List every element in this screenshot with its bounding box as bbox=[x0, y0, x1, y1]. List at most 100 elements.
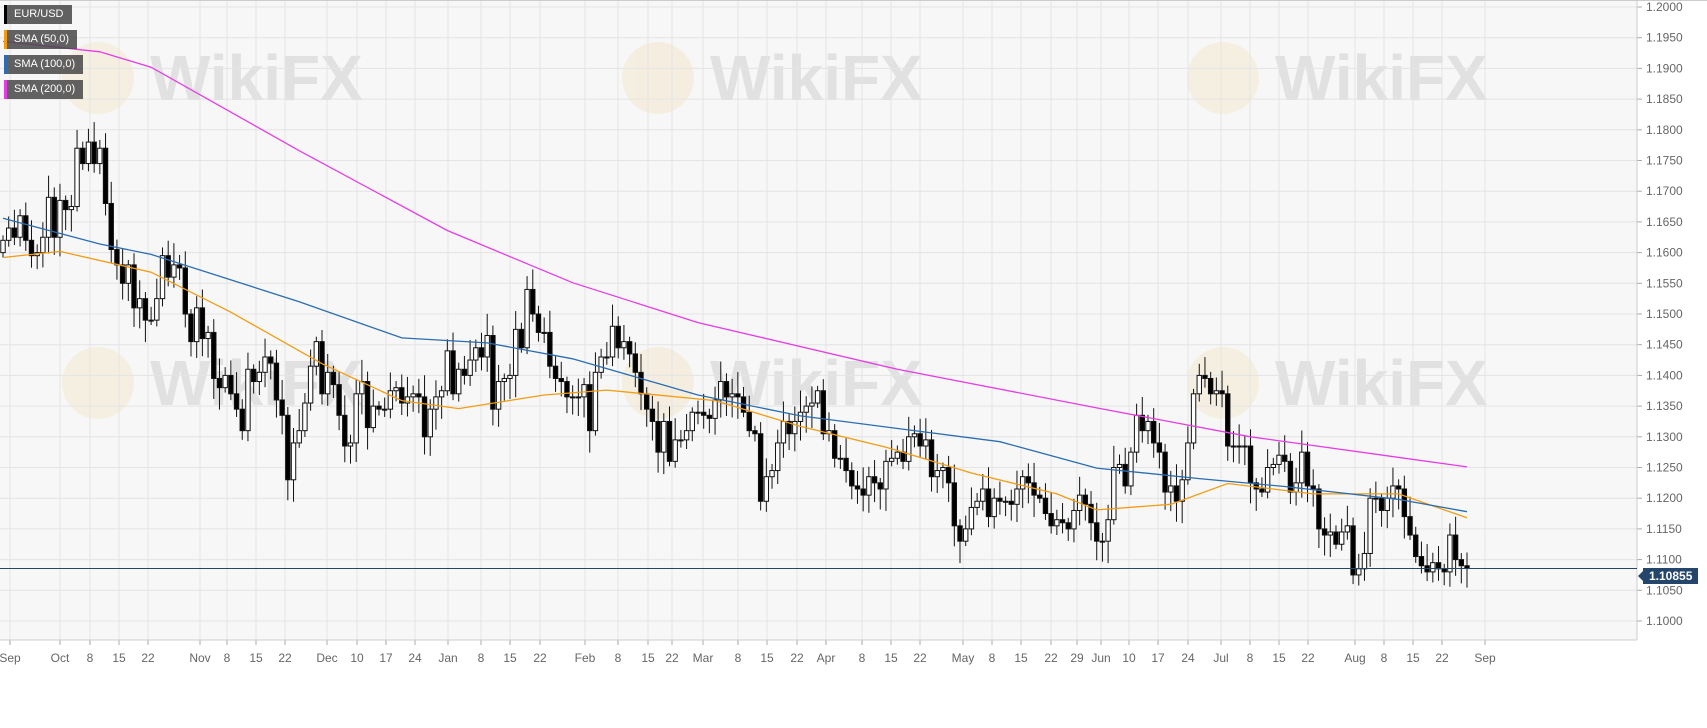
candle-body bbox=[1435, 562, 1442, 570]
candle-body bbox=[1162, 451, 1168, 493]
candle bbox=[997, 481, 1003, 515]
legend-item-sma200[interactable]: SMA (200,0) bbox=[4, 80, 84, 99]
x-tick-label: 22 bbox=[533, 651, 547, 665]
candle bbox=[199, 289, 206, 357]
legend-item-sma100[interactable]: SMA (100,0) bbox=[4, 55, 84, 74]
candle-body bbox=[142, 298, 149, 321]
candle-body bbox=[325, 371, 331, 395]
candle bbox=[1276, 441, 1282, 474]
x-tick-label: Feb bbox=[575, 651, 596, 665]
candle-body bbox=[222, 374, 228, 389]
candle bbox=[438, 385, 445, 419]
candle bbox=[524, 276, 530, 355]
candle bbox=[325, 354, 331, 406]
x-tick-label: 22 bbox=[278, 651, 292, 665]
candle bbox=[1287, 453, 1294, 505]
candle bbox=[535, 305, 542, 342]
candle-body bbox=[1327, 531, 1333, 536]
candle bbox=[991, 488, 997, 529]
candle-body bbox=[626, 341, 633, 355]
candle-body bbox=[1373, 497, 1379, 500]
candle bbox=[963, 515, 969, 547]
candle-body bbox=[1105, 519, 1111, 542]
candle bbox=[518, 322, 525, 353]
candle bbox=[228, 360, 234, 401]
candle bbox=[1327, 513, 1333, 557]
candle bbox=[421, 375, 428, 455]
candle-body bbox=[1002, 500, 1009, 503]
candle bbox=[256, 360, 263, 395]
candle-body bbox=[467, 359, 473, 376]
candle bbox=[302, 393, 308, 437]
candle-body bbox=[199, 307, 206, 340]
candle bbox=[262, 338, 268, 388]
candle-body bbox=[934, 470, 940, 478]
candle bbox=[1219, 370, 1225, 408]
candle bbox=[1202, 357, 1208, 388]
candle-body bbox=[1264, 467, 1271, 493]
candle-body bbox=[490, 334, 496, 410]
candle bbox=[176, 254, 183, 280]
candle bbox=[205, 325, 211, 358]
candle bbox=[478, 332, 485, 371]
candle-body bbox=[598, 356, 604, 373]
candle-body bbox=[752, 430, 758, 435]
candle bbox=[940, 462, 946, 489]
candle bbox=[769, 463, 775, 489]
legend-item-eurusd[interactable]: EUR/USD bbox=[4, 5, 72, 24]
candle-body bbox=[1008, 500, 1014, 505]
candle-body bbox=[940, 467, 946, 472]
legend-label: SMA (200,0) bbox=[14, 83, 76, 95]
y-tick-label: 1.1950 bbox=[1646, 31, 1683, 45]
candle bbox=[1071, 498, 1077, 543]
candle bbox=[222, 367, 228, 393]
candle-body bbox=[444, 350, 451, 392]
candle-body bbox=[723, 381, 730, 398]
candle-body bbox=[108, 202, 114, 251]
legend-item-sma50[interactable]: SMA (50,0) bbox=[4, 30, 78, 49]
candle-body bbox=[11, 227, 18, 238]
candle-body bbox=[1190, 393, 1197, 444]
candle-body bbox=[780, 420, 787, 444]
candle-body bbox=[216, 377, 223, 389]
y-tick-label: 1.1400 bbox=[1646, 368, 1683, 382]
candle-body bbox=[1338, 531, 1345, 545]
x-tick-label: 15 bbox=[1014, 651, 1028, 665]
y-tick-label: 1.1900 bbox=[1646, 61, 1683, 75]
candle bbox=[1139, 397, 1145, 443]
candle bbox=[85, 128, 92, 172]
candle-body bbox=[1441, 568, 1447, 573]
candle bbox=[250, 364, 257, 394]
x-tick-label: May bbox=[952, 651, 975, 665]
x-tick-label: 8 bbox=[1247, 651, 1254, 665]
x-tick-label: Jan bbox=[438, 651, 457, 665]
candle-body bbox=[62, 199, 69, 211]
candle-body bbox=[1094, 522, 1100, 542]
candle-body bbox=[1116, 463, 1123, 468]
candle bbox=[473, 339, 479, 373]
candle-body bbox=[1361, 552, 1368, 570]
candle-body bbox=[228, 374, 234, 395]
y-tick-label: 1.1350 bbox=[1646, 399, 1683, 413]
candle-body bbox=[285, 414, 291, 481]
candle bbox=[148, 306, 154, 326]
candle bbox=[1333, 525, 1339, 550]
candle bbox=[330, 365, 337, 399]
candle-body bbox=[575, 396, 582, 399]
x-tick-label: Sep bbox=[1474, 651, 1496, 665]
candle bbox=[1310, 469, 1316, 507]
candle-body bbox=[837, 457, 844, 460]
candle-body bbox=[558, 377, 564, 383]
candle bbox=[729, 378, 735, 418]
candle-body bbox=[313, 341, 320, 367]
candle bbox=[1350, 517, 1356, 585]
candle-body bbox=[854, 485, 861, 490]
x-tick-label: 17 bbox=[1151, 651, 1165, 665]
candle-body bbox=[85, 141, 92, 165]
candle-body bbox=[80, 147, 86, 165]
candle bbox=[723, 373, 730, 416]
candle bbox=[1447, 523, 1453, 587]
candle-body bbox=[980, 488, 986, 502]
candle bbox=[370, 389, 376, 433]
y-tick-label: 1.1300 bbox=[1646, 430, 1683, 444]
